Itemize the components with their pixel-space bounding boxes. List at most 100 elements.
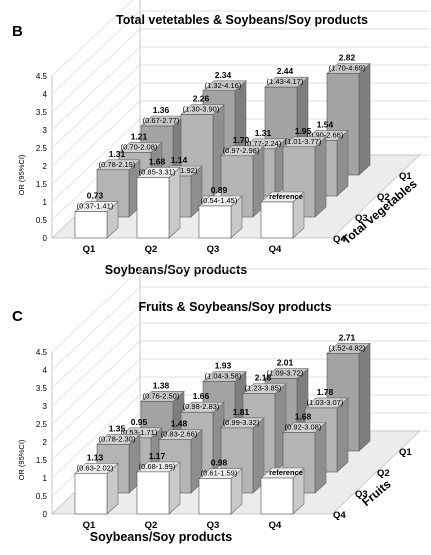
ci-label: (1.30-3.90) [183,105,220,114]
data-label: 1.81 [233,407,250,417]
ci-label: (1.01-3.77) [285,137,322,146]
z-tick-label: Q1 [399,171,412,182]
panel-b: 0 0.5 1 1.5 2 2.5 3 3.5 4 4.5 B Total vetetables … [12,0,430,277]
x-tick-label: Q2 [145,244,158,255]
data-label: 0.98 [211,458,228,468]
bar [136,461,181,515]
z-tick-label: Q1 [399,447,412,458]
data-label: 2.01 [277,358,294,368]
y-tick-label: 4.5 [36,72,48,81]
data-label: 0.95 [131,417,148,427]
bar [198,195,243,239]
series-row [74,166,305,239]
bar-side [336,397,349,473]
x-tick-label: Q1 [83,520,96,531]
ci-label: (0.68-1.99) [139,462,176,471]
data-label: 1.38 [153,380,170,390]
data-label: 1.93 [215,361,232,371]
y-tick-label: 3 [43,126,48,135]
ci-label: (0.67-2.77) [143,116,180,125]
ci-label: (0.97-2.98) [223,146,260,155]
panel-c: 0 0.5 1 1.5 2 2.5 3 3.5 4 4.5 C Fruits & Soybeans… [12,268,430,544]
y-axis-label-b: OR (95%CI) [17,154,26,195]
ci-label: (0.63-2.02) [77,463,114,472]
data-label: 1.35 [109,423,126,433]
y-tick-label: 3.5 [36,384,48,393]
x-axis-label-b: Soybeans/Soy products [105,263,247,277]
data-label: 2.18 [255,373,272,383]
bar-front [74,211,108,239]
y-tick-label: 1.5 [36,456,48,465]
z-tick-label: Q2 [377,192,390,203]
bar-side [358,62,371,176]
bar-side [314,421,327,494]
z-tick-label: Q4 [333,234,346,245]
y-tick-label: 4.5 [36,348,48,357]
ci-label: (1.43-4.17) [267,77,304,86]
z-tick-label: Q3 [355,489,368,500]
data-label: 2.82 [339,52,356,62]
series-row [74,461,305,515]
y-tick-label: 2.5 [36,144,48,153]
ci-label: (0.61-1.59) [201,469,238,478]
bar [74,462,119,515]
data-label: 2.71 [339,332,356,342]
ci-label: (1.23-3.85) [245,384,282,393]
y-tick-label: 0 [43,510,48,519]
bar-side [314,136,327,218]
data-label: 1.17 [149,451,166,461]
ci-label: (0.70-2.08) [121,142,158,151]
bar-front [198,205,232,239]
y-tick-label: 2 [43,162,48,171]
y-tick-label: 2 [43,438,48,447]
y-tick-label: 1 [43,474,48,483]
ci-label: (0.83-2.66) [161,430,198,439]
y-tick-label: 3 [43,402,48,411]
data-label: 1.54 [317,120,334,130]
y-axis-label-c: OR (95%CI) [17,439,26,480]
x-tick-label: Q3 [207,244,220,255]
z-tick-label: Q2 [377,468,390,479]
gridline [51,0,134,77]
ci-label: (0.98-2.83) [183,402,220,411]
data-label: 1.13 [87,452,104,462]
data-label: 2.44 [277,66,294,76]
bar-side [358,342,371,452]
data-label: 1.21 [131,131,148,141]
bar-front [260,477,294,515]
data-label: reference [269,192,303,201]
data-label: 0.73 [87,191,104,201]
data-label: 2.34 [215,70,232,80]
bar-front [74,473,108,515]
data-label: 1.95 [295,126,312,136]
bar-front [198,478,232,515]
bar-front [136,471,170,515]
panel-label-b: B [12,23,23,40]
y-tick-label: 4 [43,366,48,375]
data-label: 2.26 [193,94,210,104]
x-tick-label: Q4 [269,520,282,531]
z-tick-label: Q4 [333,510,346,521]
y-tick-label: 2.5 [36,420,48,429]
x-tick-label: Q1 [83,244,96,255]
ci-label: (0.78-2.19) [99,160,136,169]
ci-label: (0.76-2.50) [143,391,180,400]
ci-label: (0.85-3.31) [139,168,176,177]
y-tick-label: 4 [43,90,48,99]
ci-label: (0.77-2.24) [245,139,282,148]
y-tick-label: 3.5 [36,108,48,117]
ci-label: (0.90-2.66) [307,131,344,140]
x-axis-label-c: Soybeans/Soy products [90,530,232,544]
x-tick-label: Q3 [207,520,220,531]
ci-label: (0.78-2.30) [99,434,136,443]
data-label: 0.89 [211,185,228,195]
y-tick-label: 1 [43,198,48,207]
data-label: 1.36 [153,105,170,115]
ci-label: (1.52-4.82) [329,343,366,352]
ci-label: (1.70-4.69) [329,63,366,72]
y-tick-label: 0.5 [36,492,48,501]
data-label: 1.78 [317,387,334,397]
data-label: reference [269,468,303,477]
